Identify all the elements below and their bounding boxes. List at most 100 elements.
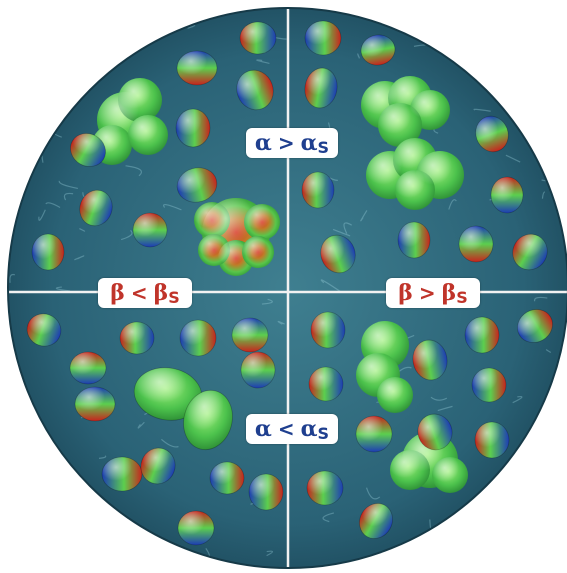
caustic-ripple xyxy=(277,320,285,325)
particle-blob xyxy=(320,234,356,274)
caustic-ripple xyxy=(18,441,31,452)
particle-blob xyxy=(236,69,274,111)
label-beta-greater-op: > xyxy=(418,281,436,305)
particle-blob xyxy=(310,311,346,349)
caustic-ripple xyxy=(103,11,119,19)
particle-layer xyxy=(26,20,553,546)
label-beta-less-sub: S xyxy=(168,287,180,307)
caustic-ripple xyxy=(74,255,85,261)
particle-blob xyxy=(79,189,113,227)
particle-blob xyxy=(308,366,344,402)
particle-blob xyxy=(119,321,155,355)
caustic-ripple xyxy=(55,286,71,292)
particle-blob xyxy=(359,503,393,539)
particle-blob xyxy=(475,115,509,153)
caustic-ripple xyxy=(137,421,145,429)
particle-blob xyxy=(26,313,62,347)
caustic-ripple xyxy=(545,349,552,353)
caustic-ripple xyxy=(343,222,352,234)
label-alpha-less-ref: α xyxy=(300,416,318,442)
caustic-ripple xyxy=(161,438,179,448)
caustic-ripple xyxy=(8,555,14,568)
particle-blob xyxy=(176,167,218,203)
particle-blob xyxy=(464,316,500,354)
particle-blob xyxy=(31,233,65,271)
particle-blob xyxy=(183,389,233,451)
aggregate-top-right-1 xyxy=(361,76,450,147)
caustic-ripple xyxy=(540,9,556,22)
caustic-ripple xyxy=(9,273,16,283)
caustic-ripple xyxy=(125,165,142,177)
particle-blob xyxy=(140,447,176,485)
particle-blob xyxy=(301,171,335,209)
caustic-ripple xyxy=(187,24,196,29)
caustic-ripple xyxy=(437,405,453,412)
caustic-ripple xyxy=(45,202,61,208)
particle-blob xyxy=(177,510,215,546)
particle-blob xyxy=(240,351,276,389)
caustic-ripple xyxy=(120,229,133,241)
caustic-ripple xyxy=(163,204,182,211)
caustic-ripple xyxy=(63,192,74,201)
label-alpha-less-op: < xyxy=(277,417,295,441)
particle-blob xyxy=(517,309,553,343)
caustic-ripple xyxy=(55,14,70,25)
particle-blob xyxy=(397,221,431,259)
caustic-ripple xyxy=(84,8,92,20)
circle-border xyxy=(7,7,567,569)
particle-blob xyxy=(412,339,448,381)
caustic-ripple xyxy=(533,296,548,302)
particle-blob xyxy=(304,20,342,56)
caustic-ripple xyxy=(505,154,521,163)
caustic-ripple xyxy=(509,59,515,69)
caustic-ripple xyxy=(49,523,56,533)
caustic-ripple xyxy=(58,180,78,190)
caustic-ripple xyxy=(541,191,546,199)
label-alpha-greater-op: > xyxy=(277,131,295,155)
caustic-ripple xyxy=(365,487,381,500)
label-beta-less-op: < xyxy=(130,281,148,305)
particle-blob xyxy=(417,413,453,451)
particle-blob xyxy=(176,50,218,86)
caustic-ripple xyxy=(450,522,457,531)
particle-blob xyxy=(101,456,143,492)
particle-blob xyxy=(231,317,269,353)
particle-blob xyxy=(239,21,277,55)
caustic-ripple xyxy=(45,501,56,509)
caustic-ripple xyxy=(37,46,57,51)
aggregate-bottom-right-tall xyxy=(356,321,413,413)
caustic-ripple xyxy=(505,538,520,546)
particle-blob xyxy=(248,473,284,511)
particle-blob xyxy=(70,133,106,167)
caustic-ripple xyxy=(448,199,457,210)
caustic-ripple xyxy=(357,53,361,59)
caustic-ripple xyxy=(38,209,46,221)
caustic-ripple xyxy=(322,512,335,523)
particle-blob xyxy=(474,421,510,459)
particle-blob xyxy=(360,34,396,66)
caustic-ripple xyxy=(98,455,107,459)
caustic-ripple xyxy=(261,298,273,305)
caustic-ripple xyxy=(8,433,16,443)
particle-blob xyxy=(304,67,338,109)
particle-blob xyxy=(132,212,168,248)
caustic-ripple xyxy=(8,210,15,222)
label-beta-less-ref: β xyxy=(153,280,169,306)
caustic-ripple xyxy=(266,550,274,557)
label-beta-greater-sub: S xyxy=(456,287,468,307)
aggregate-top-right-2 xyxy=(366,138,464,210)
label-alpha-greater-ref: α xyxy=(300,130,318,156)
caustic-ripple xyxy=(360,210,368,222)
caustic-ripple xyxy=(256,59,270,65)
particle-blob xyxy=(490,176,524,214)
particle-blob xyxy=(179,319,217,357)
aggregate-top-left xyxy=(92,78,168,165)
label-alpha-less-sym: α xyxy=(254,416,272,442)
caustic-ripple xyxy=(79,227,86,232)
